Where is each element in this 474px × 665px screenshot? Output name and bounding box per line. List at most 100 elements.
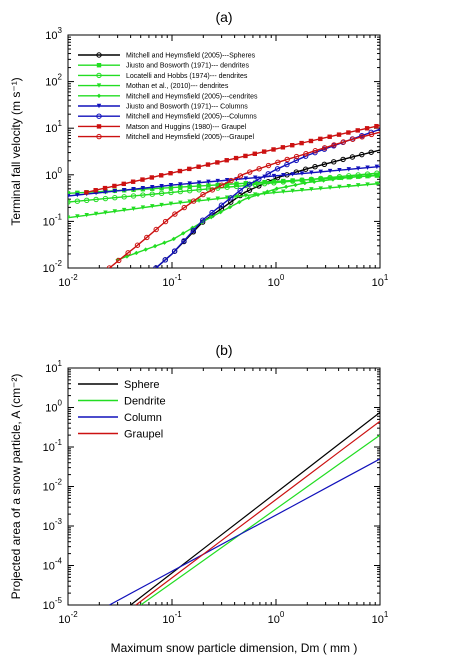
marker-triangle (84, 212, 89, 218)
marker-circle (228, 195, 234, 201)
marker-square (346, 130, 351, 135)
series-line (109, 458, 380, 605)
marker-circle (162, 218, 169, 225)
y-tick-label: 10-1 (43, 212, 63, 228)
legend-label: Jiusto and Bosworth (1971)--- Columns (126, 103, 248, 110)
marker-circle (134, 242, 141, 248)
series-line (68, 165, 380, 197)
marker-triangle (365, 182, 370, 187)
marker-circle (312, 164, 318, 170)
marker-circle (218, 202, 225, 208)
marker-circle (153, 265, 159, 268)
marker-triangle (206, 197, 211, 202)
marker-circle (171, 248, 178, 254)
marker-triangle (290, 172, 295, 177)
marker-circle (68, 199, 71, 205)
marker-triangle (140, 205, 146, 210)
chart-panel-0: (a) 10-2 10-1 100 101 10-2 10-1 100 101 102 103 Ter… (9, 9, 389, 289)
marker-circle (293, 157, 299, 164)
marker-circle (177, 188, 184, 195)
marker-square (281, 178, 286, 184)
y-tick-label: 103 (45, 26, 62, 42)
marker-circle (368, 131, 375, 138)
marker-square (374, 123, 379, 129)
marker-diamond (377, 172, 380, 178)
marker-circle (368, 149, 374, 155)
marker-square (327, 176, 333, 181)
marker-triangle (355, 183, 361, 188)
x-tick-label: 101 (372, 273, 389, 289)
marker-circle (321, 161, 328, 167)
marker-circle (349, 154, 356, 160)
marker-triangle (318, 169, 323, 175)
marker-circle (237, 187, 243, 194)
marker-diamond (340, 175, 345, 181)
marker-circle (200, 191, 206, 198)
marker-square (364, 126, 370, 131)
marker-triangle (309, 187, 314, 192)
marker-square (271, 147, 276, 152)
marker-triangle (150, 204, 155, 209)
marker-circle (96, 113, 102, 119)
marker-circle (331, 159, 337, 165)
x-tick-label: 10-2 (58, 273, 78, 289)
marker-triangle (290, 188, 295, 194)
marker-square (233, 155, 239, 161)
marker-circle (186, 187, 193, 194)
series-line (155, 128, 380, 268)
marker-diamond (134, 250, 139, 256)
marker-triangle (243, 176, 249, 181)
y-tick-label: 10-2 (43, 259, 63, 275)
marker-triangle (121, 207, 127, 213)
chart-panel-1: (b) 10-2 10-1 100 101 10-5 10-4 10-3 10-2 10-1 100… (9, 342, 389, 655)
marker-triangle (150, 185, 155, 190)
marker-diamond (152, 243, 158, 249)
marker-circle (302, 166, 309, 172)
marker-triangle (159, 202, 164, 208)
marker-circle (140, 192, 146, 198)
series-line (68, 182, 380, 219)
marker-circle (181, 238, 187, 244)
x-tick-label: 101 (372, 610, 389, 626)
plot-area (68, 123, 380, 268)
y-tick-label: 101 (45, 359, 62, 375)
marker-square (68, 191, 71, 196)
marker-triangle (178, 200, 183, 205)
marker-square (337, 175, 342, 180)
marker-triangle (374, 181, 380, 186)
marker-diamond (180, 231, 186, 236)
marker-square (168, 185, 174, 190)
legend-label: Mitchell and Heymsfield (2005)---Columns (126, 114, 257, 121)
legend-label: Matson and Huggins (1980)--- Graupel (126, 124, 247, 131)
legend: Sphere Dendrite Column Graupel (78, 379, 166, 440)
marker-square (308, 138, 314, 144)
marker-triangle (121, 187, 127, 193)
marker-circle (96, 72, 102, 79)
marker-triangle (75, 192, 80, 198)
marker-triangle (93, 211, 99, 217)
marker-diamond (349, 174, 354, 180)
x-tick-label: 10-2 (58, 610, 78, 626)
series-line (130, 411, 380, 605)
marker-square (243, 153, 248, 159)
marker-circle (116, 257, 122, 264)
marker-circle (350, 136, 356, 142)
legend-label: Column (124, 412, 162, 424)
marker-triangle (309, 170, 314, 175)
x-tick-label: 10-1 (162, 610, 182, 626)
marker-circle (246, 187, 253, 193)
marker-circle (121, 194, 127, 200)
marker-diamond (358, 174, 364, 179)
marker-circle (125, 250, 131, 256)
marker-square (187, 166, 192, 172)
marker-square (205, 162, 211, 167)
legend-label: Mitchell and Heymsfield (2005)---cendrit… (126, 93, 258, 100)
marker-triangle (224, 195, 230, 200)
marker-circle (172, 211, 178, 217)
marker-triangle (365, 165, 370, 170)
marker-circle (261, 180, 268, 187)
marker-diamond (209, 214, 214, 220)
marker-triangle (112, 209, 117, 214)
marker-triangle (103, 210, 108, 215)
